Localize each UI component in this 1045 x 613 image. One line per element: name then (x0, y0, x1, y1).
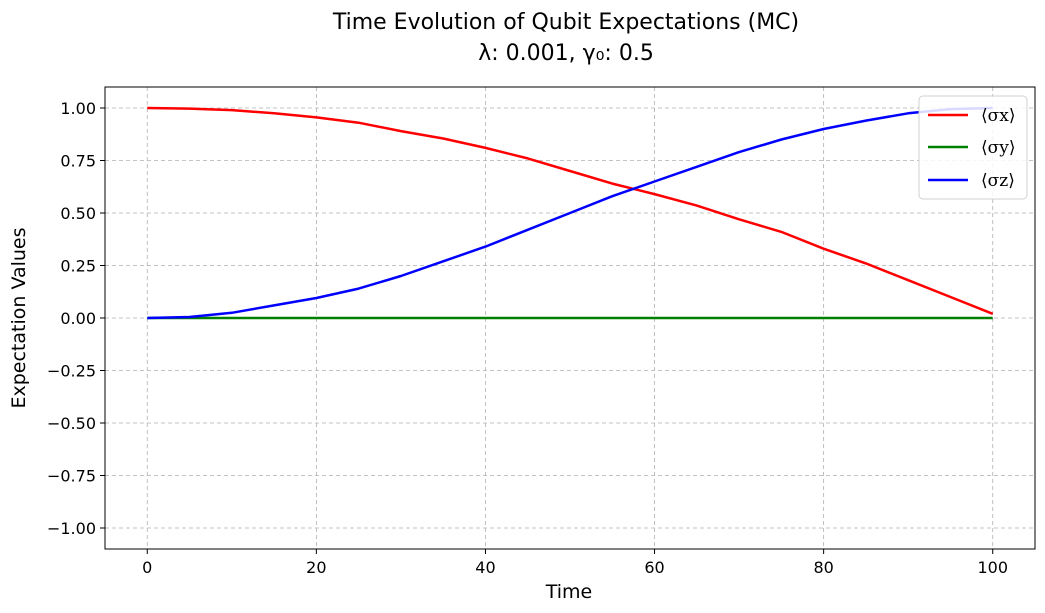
series-line-sigma-z (147, 106, 993, 320)
chart-title: Time Evolution of Qubit Expectations (MC… (332, 10, 799, 35)
series-line-sigma-x (147, 106, 994, 315)
x-tick-label: 40 (475, 558, 495, 577)
x-tick-label: 60 (644, 558, 664, 577)
y-tick-label: 0.50 (60, 204, 96, 223)
chart-subtitle: λ: 0.001, γ₀: 0.5 (478, 41, 654, 66)
y-tick-label: 0.00 (60, 309, 96, 328)
x-axis-label: Time (545, 581, 593, 603)
legend-label-sx: ⟨σx⟩ (981, 106, 1015, 126)
y-tick-label: −0.50 (47, 414, 96, 433)
y-axis-label: Expectation Values (8, 227, 30, 408)
legend-box (918, 95, 1028, 200)
x-tick-label: 20 (306, 558, 326, 577)
y-tick-label: −0.25 (47, 362, 96, 381)
legend: ⟨σx⟩ ⟨σy⟩ ⟨σz⟩ (918, 95, 1028, 200)
y-tick-label: 0.75 (60, 152, 96, 171)
legend-label-sz: ⟨σz⟩ (981, 171, 1015, 191)
series-layer (147, 106, 994, 320)
x-tick-label: 100 (977, 558, 1008, 577)
y-tick-label: 1.00 (60, 99, 96, 118)
ticks: 0 20 40 60 80 100 −1.00 −0.75 −0.50 −0.25 0.00 0.25… (47, 99, 1008, 577)
y-tick-label: −0.75 (47, 467, 96, 486)
y-tick-label: 0.25 (60, 257, 96, 276)
x-tick-label: 80 (813, 558, 833, 577)
y-tick-label: −1.00 (47, 519, 96, 538)
x-tick-label: 0 (142, 558, 152, 577)
legend-label-sy: ⟨σy⟩ (981, 138, 1015, 158)
